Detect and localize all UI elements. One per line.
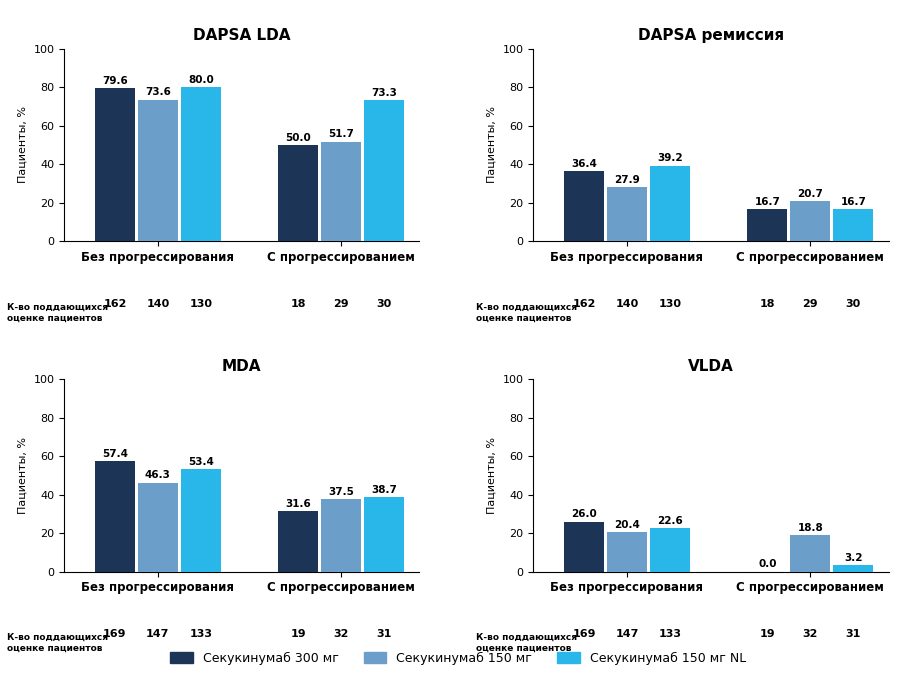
Text: 169: 169 [572, 629, 595, 639]
Text: 133: 133 [659, 629, 682, 639]
Bar [322, 141, 361, 241]
Bar [278, 511, 319, 572]
Bar [138, 482, 178, 572]
Bar [649, 166, 690, 241]
Text: 51.7: 51.7 [329, 130, 354, 139]
Text: К-во поддающихся
оценке пациентов: К-во поддающихся оценке пациентов [476, 302, 577, 323]
Text: 0.0: 0.0 [758, 559, 777, 569]
Text: 169: 169 [104, 629, 126, 639]
Y-axis label: Пациенты, %: Пациенты, % [487, 107, 496, 183]
Y-axis label: Пациенты, %: Пациенты, % [487, 437, 496, 514]
Bar [180, 469, 221, 572]
Bar [607, 187, 647, 241]
Text: 32: 32 [802, 629, 818, 639]
Text: 26.0: 26.0 [571, 510, 597, 519]
Text: 50.0: 50.0 [286, 132, 311, 143]
Bar [649, 528, 690, 572]
Text: 19: 19 [290, 629, 306, 639]
Text: 32: 32 [333, 629, 349, 639]
Text: 18: 18 [290, 298, 306, 309]
Text: 20.4: 20.4 [614, 520, 640, 530]
Text: 30: 30 [845, 298, 861, 309]
Text: 3.2: 3.2 [845, 553, 863, 563]
Text: 38.7: 38.7 [371, 485, 398, 495]
Bar [180, 87, 221, 241]
Text: 16.7: 16.7 [841, 197, 867, 206]
Text: 36.4: 36.4 [571, 159, 597, 169]
Title: DAPSA ремиссия: DAPSA ремиссия [638, 29, 784, 43]
Bar [834, 565, 873, 572]
Bar [747, 209, 788, 241]
Y-axis label: Пациенты, %: Пациенты, % [17, 107, 27, 183]
Bar [607, 533, 647, 572]
Text: 53.4: 53.4 [188, 457, 213, 466]
Bar [278, 145, 319, 241]
Bar [564, 521, 604, 572]
Text: 57.4: 57.4 [102, 449, 128, 459]
Text: 19: 19 [759, 629, 775, 639]
Bar [95, 461, 135, 572]
Text: 162: 162 [572, 298, 595, 309]
Text: 29: 29 [333, 298, 349, 309]
Text: 130: 130 [190, 298, 213, 309]
Text: 73.3: 73.3 [371, 88, 398, 98]
Text: 31.6: 31.6 [286, 498, 311, 509]
Bar [564, 171, 604, 241]
Text: 130: 130 [659, 298, 682, 309]
Text: 30: 30 [376, 298, 392, 309]
Text: 18: 18 [759, 298, 775, 309]
Text: 73.6: 73.6 [145, 87, 170, 97]
Bar [95, 88, 135, 241]
Text: 80.0: 80.0 [188, 75, 213, 85]
Bar [365, 497, 404, 572]
Bar [138, 100, 178, 241]
Text: 140: 140 [616, 298, 638, 309]
Text: 37.5: 37.5 [329, 487, 354, 497]
Text: 147: 147 [147, 629, 169, 639]
Text: 39.2: 39.2 [657, 153, 682, 163]
Text: 147: 147 [616, 629, 638, 639]
Text: 162: 162 [104, 298, 126, 309]
Legend: Секукинумаб 300 мг, Секукинумаб 150 мг, Секукинумаб 150 мг NL: Секукинумаб 300 мг, Секукинумаб 150 мг, … [165, 647, 751, 670]
Text: К-во поддающихся
оценке пациентов: К-во поддающихся оценке пациентов [7, 633, 108, 653]
Y-axis label: Пациенты, %: Пациенты, % [17, 437, 27, 514]
Text: К-во поддающихся
оценке пациентов: К-во поддающихся оценке пациентов [476, 633, 577, 653]
Bar [791, 201, 831, 241]
Text: 22.6: 22.6 [657, 516, 682, 526]
Text: 20.7: 20.7 [798, 189, 823, 199]
Bar [791, 535, 831, 572]
Text: 140: 140 [147, 298, 169, 309]
Text: 18.8: 18.8 [798, 523, 823, 533]
Text: 16.7: 16.7 [755, 197, 780, 206]
Text: 133: 133 [190, 629, 213, 639]
Text: 46.3: 46.3 [145, 470, 170, 480]
Bar [834, 209, 873, 241]
Text: 27.9: 27.9 [614, 175, 639, 185]
Bar [365, 100, 404, 241]
Title: VLDA: VLDA [688, 359, 734, 374]
Bar [322, 500, 361, 572]
Text: 79.6: 79.6 [102, 76, 127, 86]
Title: DAPSA LDA: DAPSA LDA [193, 29, 290, 43]
Text: К-во поддающихся
оценке пациентов: К-во поддающихся оценке пациентов [7, 302, 108, 323]
Title: MDA: MDA [222, 359, 262, 374]
Text: 29: 29 [802, 298, 818, 309]
Text: 31: 31 [845, 629, 861, 639]
Text: 31: 31 [376, 629, 392, 639]
